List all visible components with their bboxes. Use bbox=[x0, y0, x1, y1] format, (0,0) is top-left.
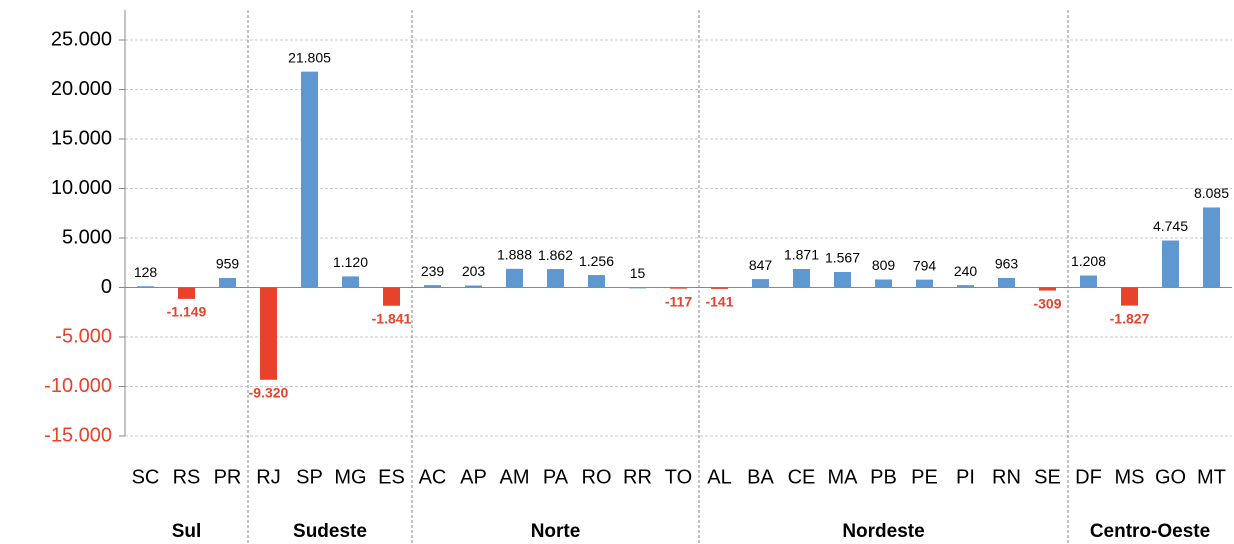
x-tick-label: AL bbox=[707, 466, 731, 488]
data-label: 8.085 bbox=[1194, 185, 1229, 201]
data-label: -9.320 bbox=[249, 384, 289, 400]
bar bbox=[957, 285, 974, 288]
data-label: 1.871 bbox=[784, 247, 819, 263]
bar bbox=[1162, 240, 1179, 288]
bar bbox=[916, 279, 933, 288]
data-label: 203 bbox=[462, 263, 486, 279]
y-tick-label: 10.000 bbox=[51, 177, 112, 199]
x-tick-label: ES bbox=[378, 466, 405, 488]
bar bbox=[178, 287, 195, 299]
y-tick-label: 0 bbox=[101, 276, 112, 298]
bar bbox=[1080, 275, 1097, 288]
bar bbox=[670, 287, 687, 289]
x-tick-label: RO bbox=[582, 466, 612, 488]
x-tick-label: PA bbox=[543, 466, 569, 488]
data-label: -309 bbox=[1033, 295, 1061, 311]
group-label: Sul bbox=[172, 521, 202, 542]
data-label: -1.827 bbox=[1110, 310, 1150, 326]
y-tick-label: 25.000 bbox=[51, 28, 112, 50]
bar bbox=[1039, 287, 1056, 291]
x-tick-label: DF bbox=[1075, 466, 1102, 488]
data-label: -117 bbox=[665, 293, 692, 309]
x-tick-label: PE bbox=[911, 466, 938, 488]
data-label: 963 bbox=[995, 256, 1019, 272]
x-tick-label: RN bbox=[992, 466, 1021, 488]
bar bbox=[629, 287, 646, 289]
data-label: 15 bbox=[630, 265, 646, 281]
x-tick-label: MA bbox=[828, 466, 859, 488]
bar bbox=[137, 286, 154, 288]
data-label: 1.888 bbox=[497, 247, 532, 263]
bar bbox=[383, 287, 400, 306]
data-label: 1.120 bbox=[333, 254, 368, 270]
x-tick-label: TO bbox=[665, 466, 692, 488]
y-tick-label: -5.000 bbox=[55, 325, 112, 347]
x-tick-label: MG bbox=[334, 466, 366, 488]
x-tick-label: MS bbox=[1115, 466, 1145, 488]
bar bbox=[588, 275, 605, 288]
x-tick-label: RS bbox=[173, 466, 201, 488]
x-tick-label: SC bbox=[132, 466, 160, 488]
y-tick-label: 5.000 bbox=[62, 226, 112, 248]
bar bbox=[1203, 207, 1220, 288]
group-label: Nordeste bbox=[842, 521, 924, 542]
data-label: 240 bbox=[954, 263, 978, 279]
x-tick-label: PR bbox=[214, 466, 242, 488]
data-label: 1.862 bbox=[538, 247, 573, 263]
group-label: Centro-Oeste bbox=[1090, 521, 1210, 542]
bar bbox=[752, 279, 769, 288]
data-label: -141 bbox=[705, 294, 733, 310]
data-label: -1.841 bbox=[372, 310, 412, 326]
x-tick-label: PI bbox=[956, 466, 975, 488]
bar bbox=[547, 269, 564, 288]
data-label: 847 bbox=[749, 257, 773, 273]
bar bbox=[834, 271, 851, 288]
bar bbox=[342, 276, 359, 288]
data-label: 239 bbox=[421, 263, 445, 279]
x-tick-label: BA bbox=[747, 466, 774, 488]
y-tick-label: -10.000 bbox=[44, 375, 112, 397]
x-tick-label: GO bbox=[1155, 466, 1186, 488]
bar bbox=[301, 71, 318, 288]
x-tick-label: SP bbox=[296, 466, 323, 488]
group-label: Norte bbox=[531, 521, 581, 542]
bar bbox=[219, 278, 236, 288]
y-tick-label: 20.000 bbox=[51, 78, 112, 100]
x-tick-label: AP bbox=[460, 466, 487, 488]
x-tick-label: CE bbox=[788, 466, 816, 488]
x-tick-label: AC bbox=[419, 466, 447, 488]
data-label: 21.805 bbox=[288, 49, 331, 65]
x-tick-label: PB bbox=[870, 466, 897, 488]
bar bbox=[424, 285, 441, 288]
x-tick-label: AM bbox=[500, 466, 530, 488]
x-tick-label: SE bbox=[1034, 466, 1061, 488]
x-tick-label: MT bbox=[1197, 466, 1226, 488]
data-label: 1.567 bbox=[825, 250, 860, 266]
x-tick-label: RR bbox=[623, 466, 652, 488]
data-label: 1.256 bbox=[579, 253, 614, 269]
bar bbox=[465, 285, 482, 288]
bar bbox=[998, 277, 1015, 288]
data-label: 809 bbox=[872, 257, 896, 273]
data-label: 128 bbox=[134, 264, 158, 280]
y-tick-label: 15.000 bbox=[51, 127, 112, 149]
bar bbox=[875, 279, 892, 288]
data-label: 959 bbox=[216, 256, 240, 272]
data-label: 1.208 bbox=[1071, 253, 1106, 269]
x-tick-label: RJ bbox=[256, 466, 280, 488]
bar bbox=[260, 287, 277, 380]
bar bbox=[1121, 287, 1138, 306]
data-label: 794 bbox=[913, 257, 937, 273]
bar bbox=[711, 287, 728, 289]
data-label: 4.745 bbox=[1153, 218, 1188, 234]
bar bbox=[506, 268, 523, 288]
bar bbox=[793, 268, 810, 288]
data-label: -1.149 bbox=[167, 304, 207, 320]
group-label: Sudeste bbox=[293, 521, 367, 542]
y-tick-label: -15.000 bbox=[44, 424, 112, 446]
